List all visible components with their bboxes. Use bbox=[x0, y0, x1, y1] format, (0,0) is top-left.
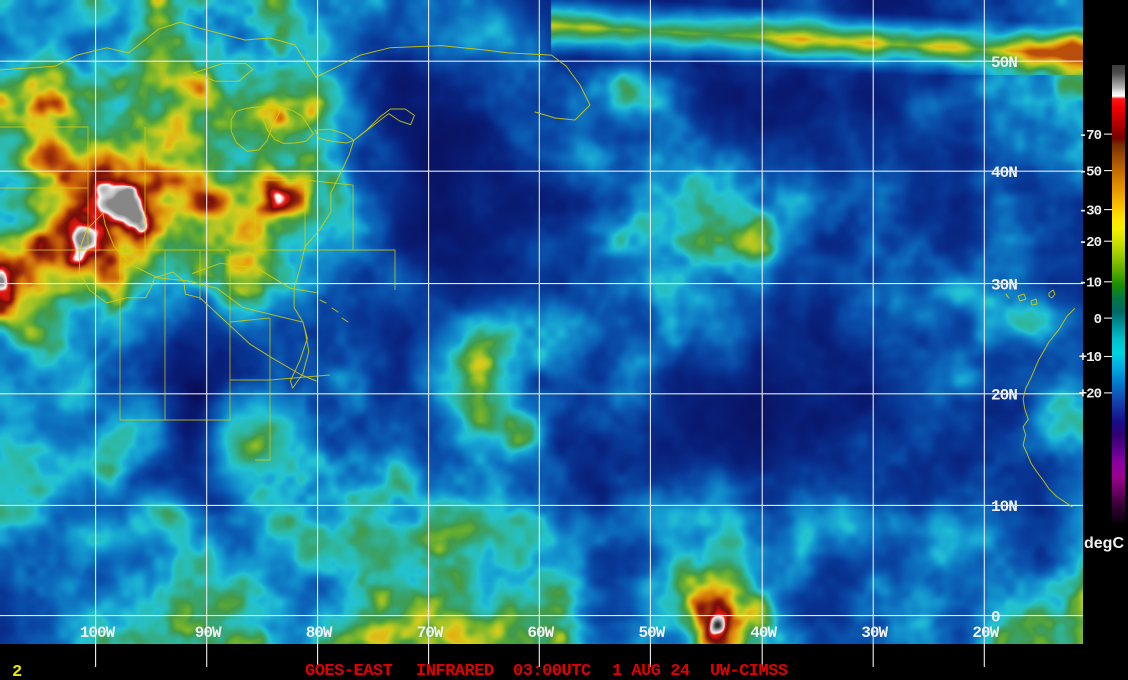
svg-text:20N: 20N bbox=[991, 387, 1017, 405]
svg-text:50N: 50N bbox=[991, 54, 1017, 72]
svg-text:60W: 60W bbox=[527, 624, 554, 642]
svg-text:30N: 30N bbox=[991, 276, 1017, 294]
svg-text:-30: -30 bbox=[1079, 204, 1102, 220]
svg-text:50W: 50W bbox=[638, 624, 665, 642]
svg-text:+20: +20 bbox=[1079, 387, 1102, 403]
svg-text:UW-CIMSS: UW-CIMSS bbox=[710, 662, 788, 680]
svg-text:40W: 40W bbox=[750, 624, 777, 642]
svg-text:GOES-EAST: GOES-EAST bbox=[305, 662, 393, 680]
svg-text:0: 0 bbox=[991, 608, 1000, 626]
svg-text:03:00UTC: 03:00UTC bbox=[513, 662, 591, 680]
svg-text:100W: 100W bbox=[80, 624, 116, 642]
svg-text:40N: 40N bbox=[991, 164, 1017, 182]
svg-text:-20: -20 bbox=[1079, 235, 1102, 251]
svg-text:1 AUG 24: 1 AUG 24 bbox=[612, 662, 690, 680]
svg-text:2: 2 bbox=[12, 663, 22, 680]
svg-text:90W: 90W bbox=[195, 624, 222, 642]
svg-text:20W: 20W bbox=[972, 624, 999, 642]
svg-text:degC: degC bbox=[1084, 535, 1124, 552]
svg-text:80W: 80W bbox=[306, 624, 333, 642]
svg-text:+10: +10 bbox=[1079, 350, 1102, 366]
svg-text:30W: 30W bbox=[861, 624, 888, 642]
svg-text:10N: 10N bbox=[991, 498, 1017, 516]
svg-text:-50: -50 bbox=[1079, 165, 1102, 181]
svg-text:0: 0 bbox=[1094, 312, 1102, 328]
svg-text:INFRARED: INFRARED bbox=[416, 662, 494, 680]
svg-text:70W: 70W bbox=[417, 624, 444, 642]
svg-text:-70: -70 bbox=[1079, 128, 1102, 144]
svg-text:-10: -10 bbox=[1079, 276, 1102, 292]
